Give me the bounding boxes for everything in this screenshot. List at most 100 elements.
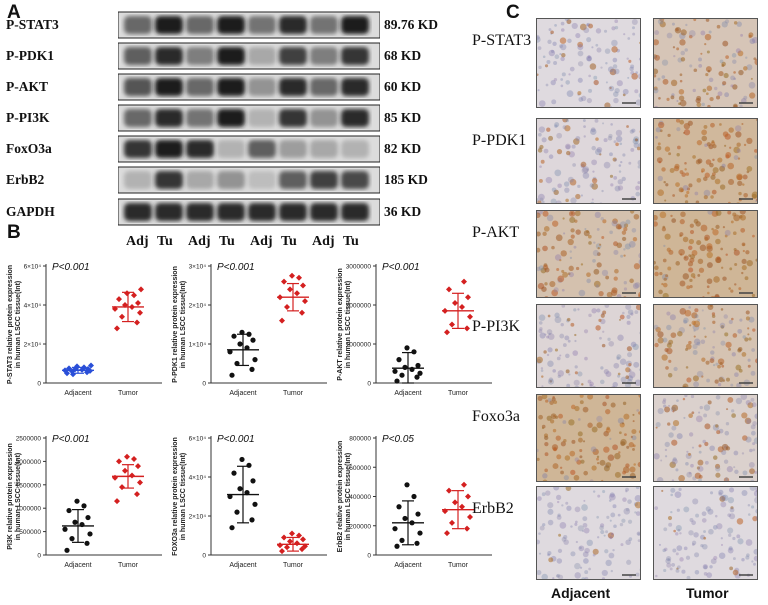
blot-label-gapdh: GAPDH (6, 204, 55, 219)
data-point (237, 341, 243, 347)
y-tick-label: 1500000 (16, 482, 42, 489)
data-point (112, 305, 118, 312)
data-point (227, 349, 233, 355)
p-value: P<0.001 (382, 262, 420, 273)
band-p-pdk1-1 (124, 47, 152, 65)
band-p-pdk1-8 (341, 47, 369, 65)
band-p-pdk1-4 (217, 47, 245, 65)
y-axis-label: P-STAT3 relative protein expressionin hu… (7, 265, 22, 384)
data-point (411, 349, 417, 355)
data-point (299, 309, 305, 316)
data-point (124, 453, 130, 460)
y-tick-label: 4×10⁴ (24, 303, 42, 310)
data-point (296, 532, 302, 539)
y-axis-label: PI3K relative protein expressionin human… (7, 443, 22, 550)
ihc-row-label-p-akt: P-AKT (472, 224, 520, 241)
band-p-pdk1-6 (279, 47, 307, 65)
lane-label-8: Tu (343, 234, 359, 249)
x-tick-label-adjacent: Adjacent (229, 390, 256, 397)
series-tumor (277, 272, 309, 324)
ihc-col-label-adjacent: Adjacent (551, 585, 611, 601)
x-tick-label-tumor: Tumor (283, 562, 304, 569)
y-tick-label: 600000 (349, 465, 371, 472)
data-point (79, 366, 85, 373)
band-p-pi3k-8 (341, 109, 369, 127)
data-point (114, 498, 120, 505)
series-tumor (277, 530, 309, 555)
series-adjacent (227, 456, 259, 531)
data-point (84, 540, 90, 546)
blot-strip-gapdh (118, 198, 380, 226)
band-erbb2-5 (248, 171, 276, 189)
blot-label-foxo3a: FoxO3a (6, 141, 52, 156)
data-point (239, 456, 245, 463)
data-point (302, 298, 308, 305)
blot-strip-erbb2 (118, 166, 380, 194)
data-point (461, 481, 467, 488)
blot-kd-gapdh: 36 KD (384, 204, 422, 219)
ihc-image-p-pdk1-tumor (653, 118, 758, 204)
data-point (116, 458, 122, 465)
ihc-row-label-foxo3a: Foxo3a (472, 408, 520, 425)
ihc-image-p-stat3-adjacent (536, 18, 641, 108)
panel-b-letter: B (7, 222, 21, 243)
data-point (394, 543, 400, 549)
data-point (72, 519, 78, 525)
data-point (249, 517, 255, 523)
band-p-pi3k-1 (124, 109, 152, 127)
data-point (467, 513, 473, 520)
data-point (444, 329, 450, 336)
data-point (135, 463, 141, 470)
data-point (461, 278, 467, 285)
blot-strip-foxo3a (118, 135, 380, 163)
data-point (399, 537, 405, 543)
lane-label-5: Adj (250, 234, 273, 249)
data-point (85, 514, 91, 521)
ihc-image-p-pi3k-tumor (653, 304, 758, 388)
data-point (112, 474, 118, 481)
ihc-image-p-akt-adjacent (536, 210, 641, 298)
data-point (122, 302, 128, 308)
band-foxo3a-6 (279, 140, 307, 158)
blot-label-p-stat3: P-STAT3 (6, 17, 59, 32)
chart-p-pdk1: 0 1×10⁴ 2×10⁴ 3×10⁴ P<0.001 P-PDK1 relative p… (165, 238, 335, 413)
data-point (74, 363, 80, 370)
band-p-stat3-5 (248, 16, 276, 34)
lane-label-2: Tu (157, 234, 173, 249)
ihc-image-foxo3a-adjacent (536, 394, 641, 482)
data-point (79, 521, 85, 528)
band-p-akt-3 (186, 78, 214, 96)
band-p-pi3k-6 (279, 109, 307, 127)
western-blot (118, 11, 380, 226)
y-tick-label: 6×10⁴ (189, 436, 207, 443)
series-tumor (442, 481, 474, 537)
p-value: P<0.001 (52, 262, 90, 273)
data-point (279, 548, 285, 555)
chart-foxo3a: 0 2×10⁴ 4×10⁴ 6×10⁴ P<0.001 FOXO3a relative p… (165, 410, 335, 585)
data-point (116, 296, 122, 303)
blot-label-erbb2: ErbB2 (6, 172, 45, 187)
y-tick-label: 500000 (19, 529, 41, 536)
data-point (442, 508, 448, 515)
band-foxo3a-1 (124, 140, 152, 158)
y-tick-label: 6×10⁴ (24, 264, 42, 271)
data-point (231, 333, 237, 339)
blot-kd-p-akt: 60 KD (384, 79, 422, 94)
x-tick-label-tumor: Tumor (283, 390, 304, 397)
ihc-image-p-pi3k-adjacent (536, 304, 641, 388)
blot-strip-p-pi3k (118, 104, 380, 132)
data-point (85, 365, 91, 372)
data-point (134, 319, 140, 326)
band-gapdh-1 (124, 203, 152, 221)
data-point (392, 368, 398, 374)
y-tick-label: 0 (37, 553, 41, 560)
y-axis-label: P-PDK1 relative protein expressionin hum… (172, 266, 187, 383)
band-foxo3a-5 (248, 140, 276, 158)
data-point (277, 294, 283, 301)
data-point (119, 484, 125, 491)
panel-c-letter: C (506, 2, 520, 23)
data-point (442, 307, 448, 314)
data-point (402, 515, 408, 522)
y-tick-label: 0 (37, 381, 41, 388)
data-point (88, 362, 94, 369)
